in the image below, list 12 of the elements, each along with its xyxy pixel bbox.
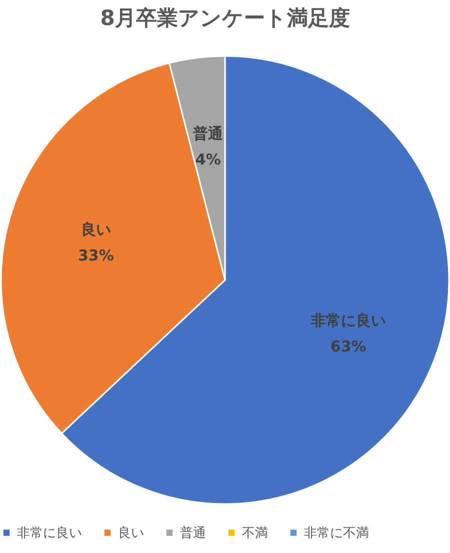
legend-label: 良い	[118, 526, 144, 541]
legend-label: 不満	[242, 526, 268, 541]
legend-label: 非常に良い	[17, 526, 82, 541]
slice-label: 普通	[192, 124, 224, 143]
data-label: 33%	[78, 246, 114, 265]
slice-label: 非常に良い	[310, 311, 386, 330]
data-label: 63%	[330, 337, 366, 356]
legend-label: 非常に不満	[304, 526, 369, 541]
legend-label: 普通	[180, 524, 206, 541]
slice-label: 良い	[80, 220, 111, 239]
chart-title: 8月卒業アンケート満足度	[100, 6, 350, 30]
data-label: 4%	[195, 150, 221, 169]
